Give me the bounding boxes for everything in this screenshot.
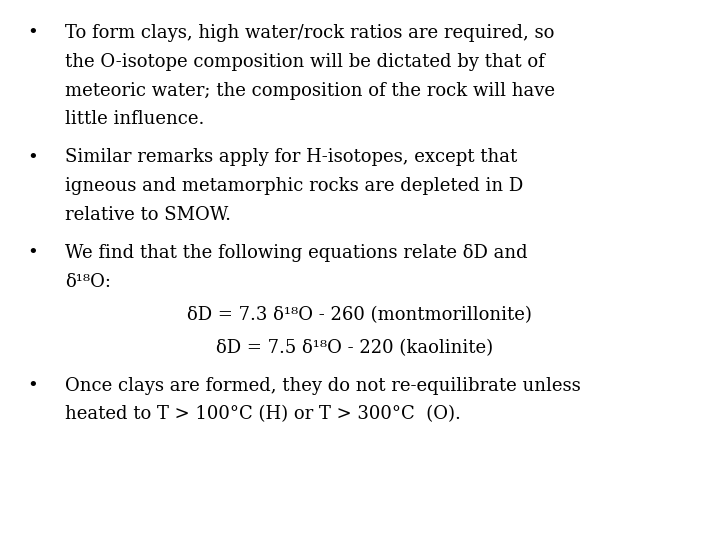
Text: To form clays, high water/rock ratios are required, so: To form clays, high water/rock ratios ar… [65,24,554,42]
Text: •: • [27,244,38,262]
Text: •: • [27,377,38,395]
Text: meteoric water; the composition of the rock will have: meteoric water; the composition of the r… [65,82,555,99]
Text: •: • [27,148,38,166]
Text: relative to SMOW.: relative to SMOW. [65,206,231,224]
Text: δD = 7.3 δ¹⁸O - 260 (montmorillonite): δD = 7.3 δ¹⁸O - 260 (montmorillonite) [187,306,532,323]
Text: heated to T > 100°C (H) or T > 300°C  (O).: heated to T > 100°C (H) or T > 300°C (O)… [65,406,461,423]
Text: We find that the following equations relate δD and: We find that the following equations rel… [65,244,528,262]
Text: δ¹⁸O:: δ¹⁸O: [65,273,111,291]
Text: little influence.: little influence. [65,110,204,128]
Text: δD = 7.5 δ¹⁸O - 220 (kaolinite): δD = 7.5 δ¹⁸O - 220 (kaolinite) [216,339,493,356]
Text: the O-isotope composition will be dictated by that of: the O-isotope composition will be dictat… [65,53,544,71]
Text: igneous and metamorphic rocks are depleted in D: igneous and metamorphic rocks are deplet… [65,177,523,195]
Text: •: • [27,24,38,42]
Text: Once clays are formed, they do not re-equilibrate unless: Once clays are formed, they do not re-eq… [65,377,580,395]
Text: Similar remarks apply for H-isotopes, except that: Similar remarks apply for H-isotopes, ex… [65,148,517,166]
